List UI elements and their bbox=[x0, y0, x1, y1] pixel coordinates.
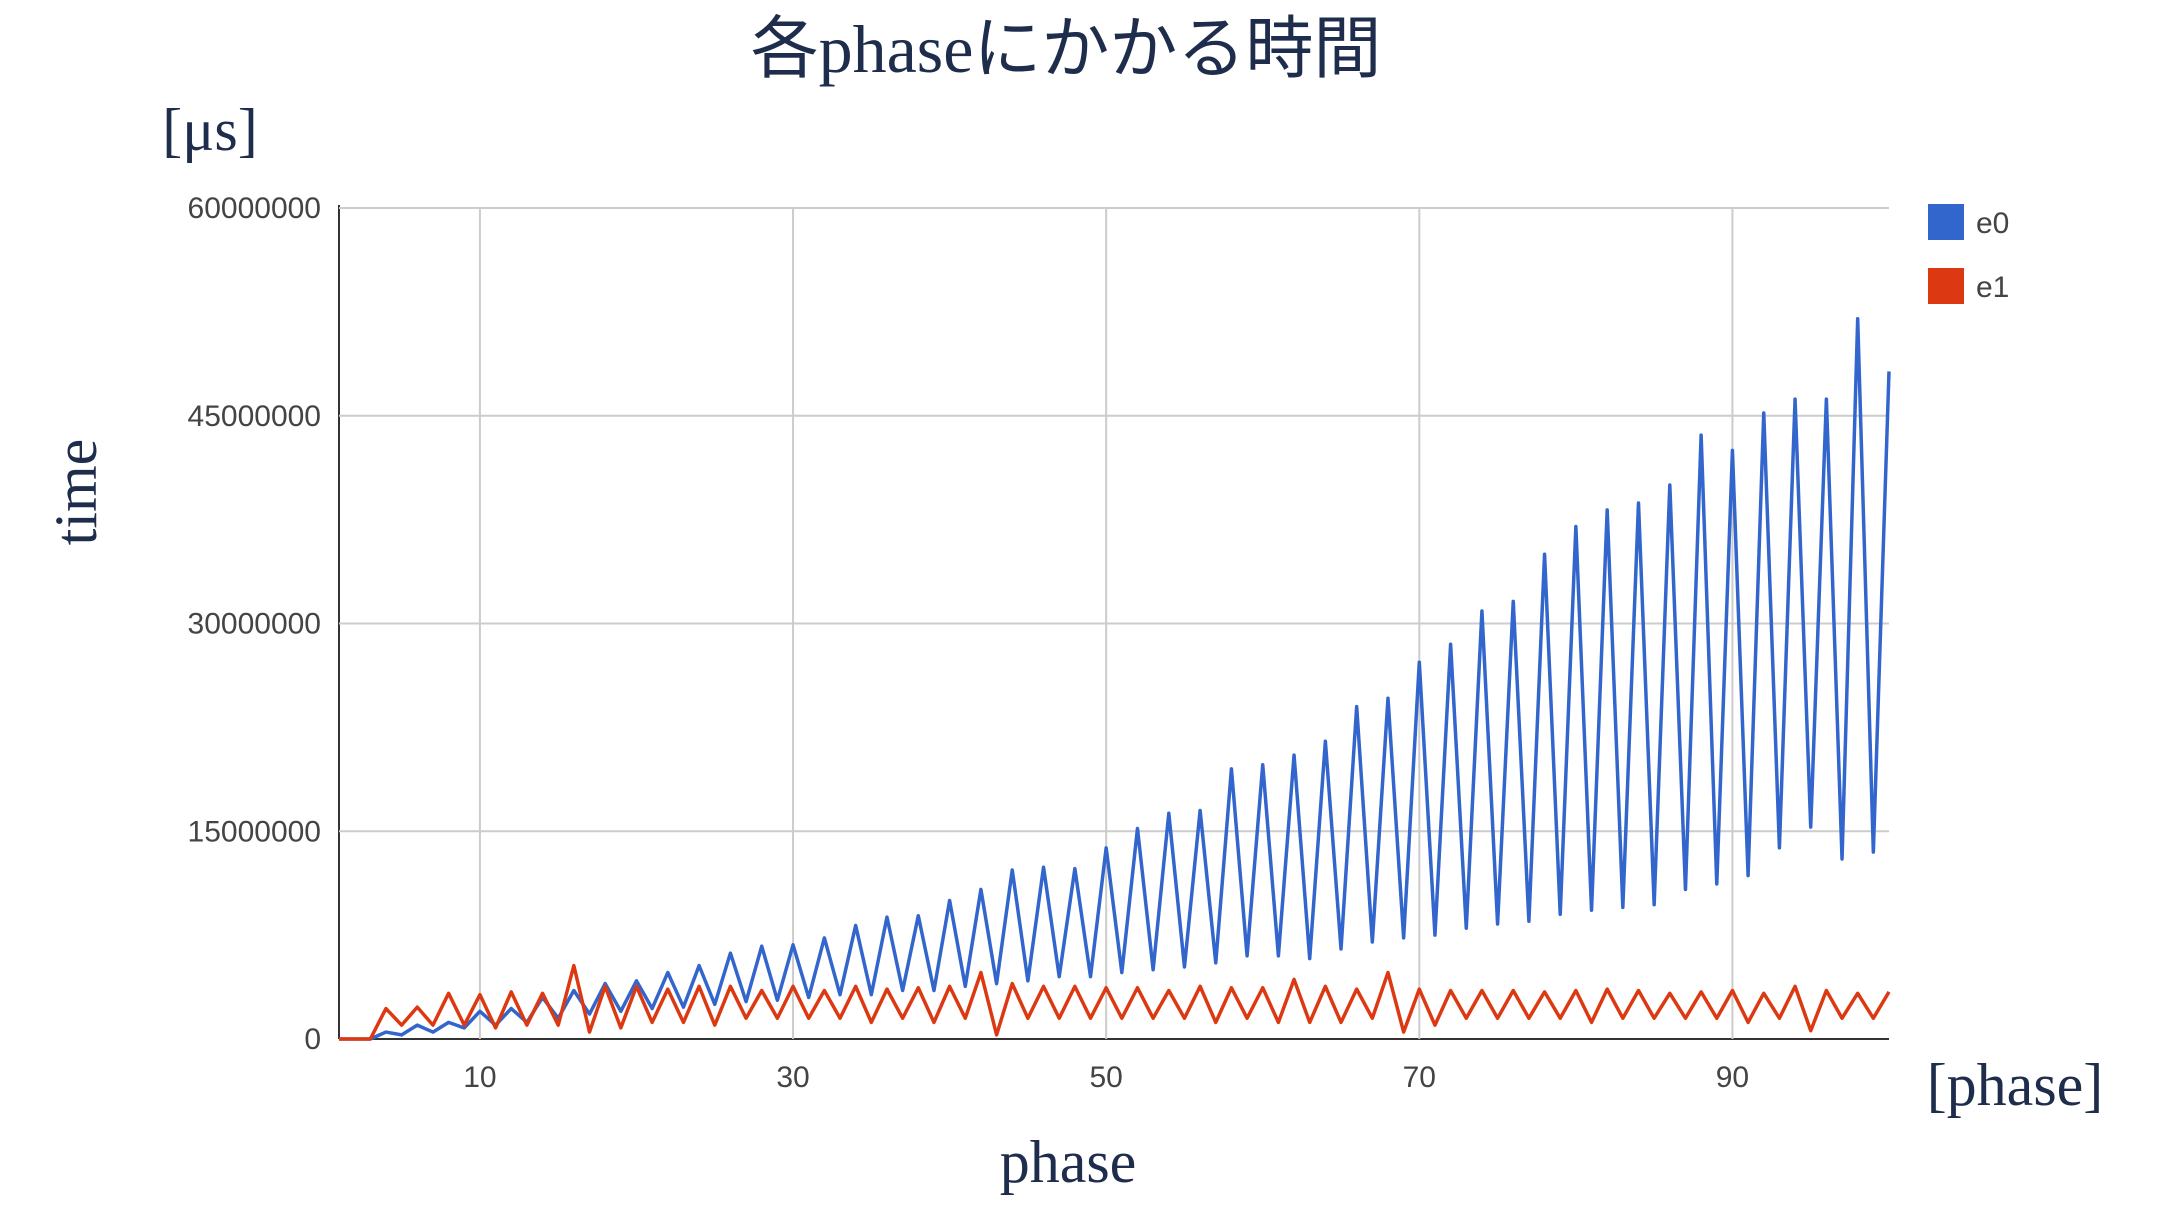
x-tick-label: 90 bbox=[1716, 1061, 1749, 1094]
chart-title: 各phaseにかかる時間 bbox=[751, 11, 1382, 87]
y-tick-label: 45000000 bbox=[188, 400, 321, 433]
legend-swatch bbox=[1928, 268, 1964, 304]
x-tick-label: 50 bbox=[1089, 1061, 1122, 1094]
series-line bbox=[339, 317, 1891, 1041]
x-tick-label: 10 bbox=[463, 1061, 496, 1094]
x-axis-title: phase bbox=[1000, 1129, 1137, 1195]
legend-swatch bbox=[1928, 204, 1964, 240]
y-tick-label: 0 bbox=[304, 1023, 321, 1056]
legend-label: e1 bbox=[1976, 271, 2009, 304]
x-tick-label: 30 bbox=[776, 1061, 809, 1094]
y-tick-label: 30000000 bbox=[188, 608, 321, 641]
y-unit: [μs] bbox=[162, 97, 257, 163]
legend-label: e0 bbox=[1976, 207, 2009, 240]
x-tick-label: 70 bbox=[1403, 1061, 1436, 1094]
y-axis-title: time bbox=[43, 439, 109, 546]
series-line bbox=[339, 963, 1891, 1041]
x-unit: [phase] bbox=[1927, 1052, 2104, 1118]
y-tick-label: 60000000 bbox=[188, 192, 321, 225]
y-tick-label: 15000000 bbox=[188, 815, 321, 848]
